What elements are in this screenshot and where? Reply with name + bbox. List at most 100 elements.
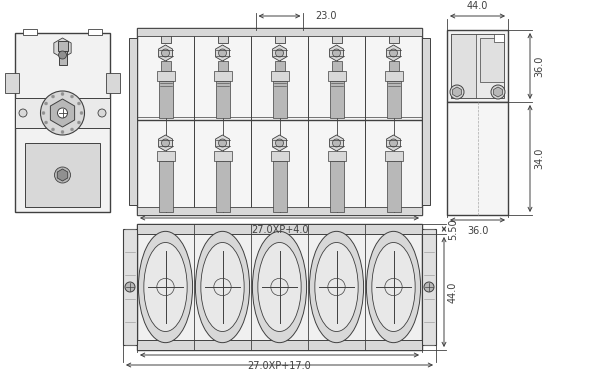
Circle shape <box>424 282 434 292</box>
Circle shape <box>71 95 74 98</box>
Text: 44.0: 44.0 <box>448 281 458 303</box>
Bar <box>157 151 175 161</box>
Circle shape <box>61 111 64 114</box>
Circle shape <box>332 49 341 57</box>
Bar <box>129 38 137 205</box>
Circle shape <box>52 128 55 131</box>
Ellipse shape <box>139 232 193 343</box>
Circle shape <box>55 167 71 183</box>
Circle shape <box>389 139 398 147</box>
Circle shape <box>450 85 464 99</box>
Ellipse shape <box>144 243 187 332</box>
Circle shape <box>62 112 65 115</box>
Polygon shape <box>494 87 502 97</box>
Polygon shape <box>158 45 172 61</box>
Polygon shape <box>215 135 229 151</box>
Polygon shape <box>452 87 461 97</box>
Circle shape <box>60 111 63 114</box>
Circle shape <box>62 111 65 114</box>
Ellipse shape <box>315 243 358 332</box>
Bar <box>158 81 173 118</box>
Circle shape <box>52 95 55 98</box>
Bar <box>88 29 102 35</box>
Polygon shape <box>58 169 68 181</box>
Circle shape <box>61 113 64 116</box>
Circle shape <box>60 112 63 115</box>
Bar <box>158 161 173 212</box>
Bar <box>451 34 476 98</box>
Bar <box>494 34 504 42</box>
Bar <box>215 161 229 212</box>
Bar <box>137 224 422 350</box>
Circle shape <box>77 102 80 105</box>
Bar <box>389 31 398 43</box>
Bar <box>58 41 67 51</box>
Polygon shape <box>272 45 286 61</box>
Circle shape <box>44 102 47 105</box>
Bar <box>137 28 422 215</box>
Bar <box>479 38 504 82</box>
Ellipse shape <box>258 243 301 332</box>
Polygon shape <box>386 135 400 151</box>
Bar <box>386 81 401 118</box>
Polygon shape <box>50 99 74 127</box>
Bar <box>137 224 422 234</box>
Text: 27.0XP+17.0: 27.0XP+17.0 <box>248 361 311 371</box>
Bar <box>272 161 287 212</box>
Circle shape <box>60 111 63 114</box>
Bar <box>275 31 284 43</box>
Bar <box>23 29 37 35</box>
Text: 27.0XP+4.0: 27.0XP+4.0 <box>251 225 308 235</box>
Ellipse shape <box>367 232 421 343</box>
Ellipse shape <box>310 232 364 343</box>
Bar <box>137 28 422 36</box>
Bar <box>218 61 227 71</box>
Circle shape <box>61 131 64 134</box>
Circle shape <box>59 51 67 59</box>
Ellipse shape <box>372 243 415 332</box>
Text: 5.50: 5.50 <box>448 218 458 240</box>
Circle shape <box>62 112 65 115</box>
Text: 23.0: 23.0 <box>316 11 337 21</box>
Circle shape <box>44 121 47 124</box>
Bar <box>271 151 289 161</box>
Bar <box>137 340 422 350</box>
Bar <box>331 31 341 43</box>
Circle shape <box>98 109 106 117</box>
Circle shape <box>389 49 398 57</box>
Circle shape <box>61 111 64 114</box>
Bar <box>422 229 436 345</box>
Bar <box>385 151 403 161</box>
Polygon shape <box>215 45 229 61</box>
Bar <box>214 71 232 81</box>
Text: 44.0: 44.0 <box>467 1 488 11</box>
Bar <box>329 161 343 212</box>
Circle shape <box>491 85 505 99</box>
Bar <box>385 71 403 81</box>
Circle shape <box>61 112 64 115</box>
Bar <box>422 38 430 205</box>
Circle shape <box>62 111 65 114</box>
Bar <box>271 71 289 81</box>
Bar <box>272 81 287 118</box>
Bar <box>15 98 110 128</box>
Bar <box>161 31 170 43</box>
Bar <box>161 61 170 71</box>
Bar <box>137 207 422 215</box>
Ellipse shape <box>196 232 250 343</box>
Bar <box>328 151 346 161</box>
Bar <box>331 61 341 71</box>
Text: 34.0: 34.0 <box>534 148 544 169</box>
Polygon shape <box>54 38 71 58</box>
Polygon shape <box>158 135 172 151</box>
Bar <box>215 81 229 118</box>
Polygon shape <box>329 135 343 151</box>
Bar <box>447 30 508 102</box>
Circle shape <box>161 49 170 57</box>
Circle shape <box>58 108 67 118</box>
Circle shape <box>161 139 170 147</box>
Bar <box>447 102 508 215</box>
Polygon shape <box>272 135 286 151</box>
Circle shape <box>41 91 85 135</box>
Bar <box>451 34 504 98</box>
